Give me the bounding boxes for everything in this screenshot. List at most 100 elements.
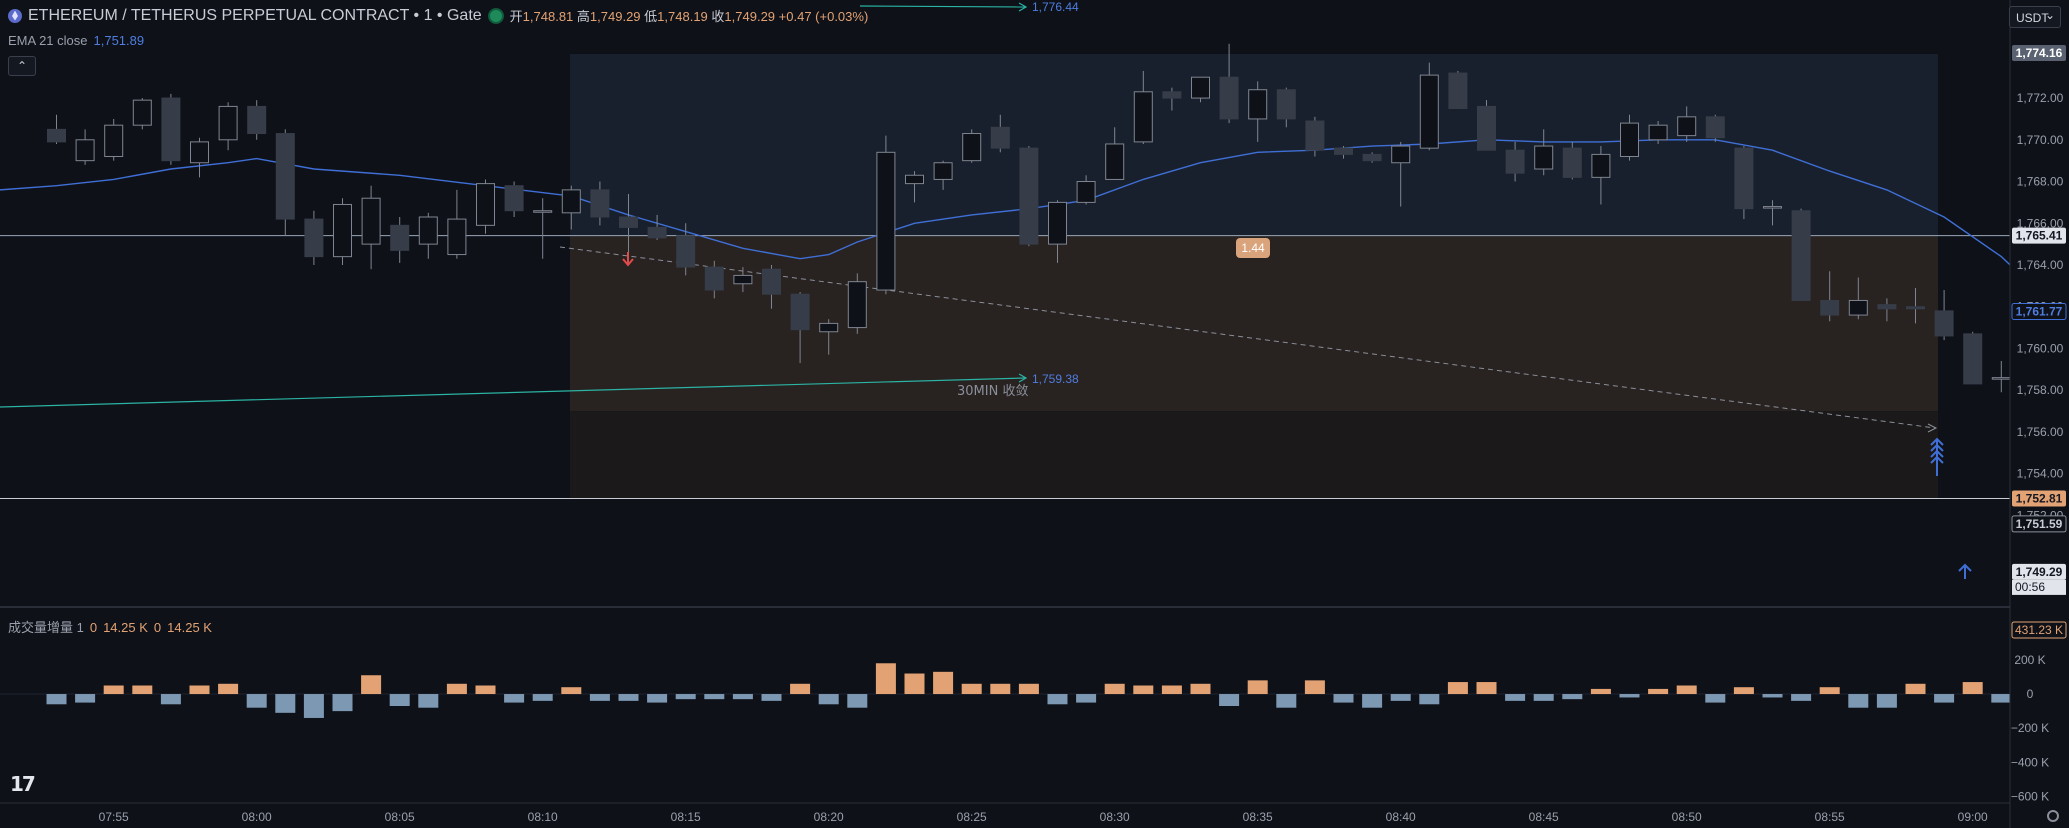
volume-bar [1390,694,1411,701]
volume-bar [1619,694,1640,698]
candle-body [1991,377,2011,380]
candle [676,223,696,276]
time-tick-label: 08:00 [242,810,272,824]
tradingview-logo-icon[interactable]: 17 [10,772,36,796]
price-tick-label: 1,758.00 [2017,383,2064,397]
volume-bar [189,685,210,695]
volume-bar [1962,682,1983,695]
candle-body [905,174,924,185]
collapse-legend-button[interactable]: ⌃ [8,56,36,76]
volume-bar [132,685,153,695]
time-tick-label: 08:05 [385,810,415,824]
projection-line [559,246,1936,429]
volume-bar [647,694,668,703]
candle-body [990,126,1010,149]
ema-legend[interactable]: EMA 21 close 1,751.89 [8,33,144,48]
candle-body [1133,91,1153,143]
candle [647,214,667,240]
price-tag-label: 1,761.77 [2016,305,2063,319]
candle-body [819,322,839,333]
candle [990,114,1010,153]
candle-body [418,216,438,245]
candle [1620,114,1639,161]
candle [1076,175,1096,205]
settings-icon[interactable] [2047,810,2059,822]
volume-bar [361,675,382,695]
time-tick-label: 08:25 [957,810,987,824]
volume-bar [1590,688,1611,695]
volume-bar [704,694,725,700]
volume-tick-label: −400 K [2011,755,2049,769]
symbol-header: ETHEREUM / TETHERUS PERPETUAL CONTRACT •… [8,6,868,25]
volume-bar [1190,683,1211,695]
candle [533,198,553,259]
time-tick-label: 08:20 [814,810,844,824]
candle [104,118,124,161]
volume-bar [1362,694,1383,708]
volume-bar [1562,694,1583,700]
top-line-price: 1,776.44 [1032,0,1079,14]
candle [1105,127,1125,180]
candle-body [304,218,324,258]
close-value: 1,749.29 [724,9,776,24]
price-tag-label: 1,752.81 [2016,491,2063,505]
candle-body [733,274,753,285]
volume-tick-label: −600 K [2011,790,2049,804]
zone-ratio-badge: 1.44 [1236,238,1270,258]
volume-tick-label: −200 K [2011,721,2049,735]
volume-bar [1819,687,1840,695]
sell-signal-icon [622,252,634,267]
candle [390,216,410,263]
volume-bar [475,685,496,695]
candle-body [1677,116,1697,137]
volume-bar [732,694,753,700]
candle [1391,141,1411,207]
ema-label: EMA 21 close [8,33,88,48]
volume-bar [961,683,982,695]
volume-bar [1476,682,1497,695]
volume-bar [618,694,639,701]
candle-body [1019,147,1039,245]
volume-legend[interactable]: 成交量增量 1 0 14.25 K 0 14.25 K [8,617,212,636]
candle [762,264,781,309]
time-tick-label: 08:55 [1815,810,1845,824]
volume-bar [1247,680,1268,695]
candle-body [1620,122,1639,157]
change-value: +0.47 (+0.03%) [778,9,869,24]
candle [1562,141,1582,180]
projection-arrow [1927,423,1938,433]
volume-bar [75,694,96,703]
volume-bar [875,663,896,695]
candle-body [247,105,267,135]
candle [190,137,209,178]
price-tag-label: 1,751.59 [2016,517,2063,531]
currency-select[interactable]: USDT [2009,4,2061,28]
buy-signal-icon [1930,437,1944,476]
candle-body [933,162,953,180]
candle [933,160,953,190]
volume-bar [1848,694,1869,708]
candle [1906,287,1925,324]
candle-body [1248,89,1268,120]
candle [447,189,467,259]
price-tag-label: 1,765.41 [2016,229,2063,243]
candle-body [75,139,95,162]
price-tag: 1,751.59 [2011,515,2067,533]
countdown-tag: 00:56 [2012,579,2066,595]
volume-bar [1533,694,1554,701]
symbol-title[interactable]: ETHEREUM / TETHERUS PERPETUAL CONTRACT •… [28,6,482,24]
candle-body [1591,153,1611,178]
candle [905,171,924,203]
candle-body [161,97,181,162]
volume-bar [790,683,811,695]
candle [333,198,352,265]
volume-bar [1104,683,1125,695]
candle-body [275,133,295,220]
candle-body [1219,76,1239,120]
candle-body [476,183,495,226]
candle [1305,116,1325,157]
candle [733,267,753,293]
candle-body [561,189,581,214]
candle-body [1191,76,1210,99]
